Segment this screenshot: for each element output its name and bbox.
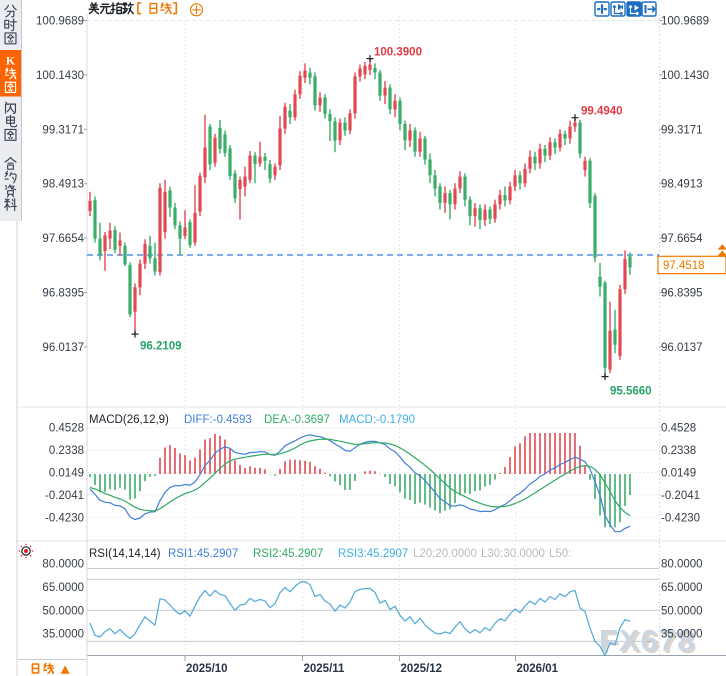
svg-text:0.2338: 0.2338 bbox=[49, 445, 84, 457]
svg-text:RSI1:45.2907: RSI1:45.2907 bbox=[168, 548, 238, 560]
svg-text:0.4528: 0.4528 bbox=[49, 423, 84, 435]
svg-text:MACD(26,12,9): MACD(26,12,9) bbox=[89, 414, 169, 426]
svg-text:99.3171: 99.3171 bbox=[661, 124, 703, 136]
svg-text:97.4518: 97.4518 bbox=[663, 260, 705, 272]
svg-text:96.2109: 96.2109 bbox=[140, 341, 182, 353]
svg-text:80.0000: 80.0000 bbox=[42, 559, 84, 571]
svg-text:95.5660: 95.5660 bbox=[610, 386, 652, 398]
svg-text:100.1430: 100.1430 bbox=[36, 70, 84, 82]
svg-text:50.0000: 50.0000 bbox=[42, 605, 84, 617]
svg-text:0.2338: 0.2338 bbox=[661, 445, 696, 457]
svg-text:L30:30.0000: L30:30.0000 bbox=[481, 548, 545, 560]
svg-text:96.8395: 96.8395 bbox=[42, 288, 84, 300]
svg-text:2025/12: 2025/12 bbox=[401, 663, 443, 675]
svg-text:100.1430: 100.1430 bbox=[661, 70, 709, 82]
svg-text:100.9689: 100.9689 bbox=[36, 16, 84, 28]
svg-text:50.0000: 50.0000 bbox=[661, 605, 703, 617]
svg-text:100.9689: 100.9689 bbox=[661, 16, 709, 28]
svg-text:FX678: FX678 bbox=[599, 623, 695, 658]
svg-text:L20:20.0000: L20:20.0000 bbox=[413, 548, 477, 560]
svg-text:-0.4230: -0.4230 bbox=[661, 512, 700, 524]
svg-text:35.0000: 35.0000 bbox=[42, 629, 84, 641]
svg-text:98.4913: 98.4913 bbox=[661, 179, 703, 191]
svg-text:RSI3:45.2907: RSI3:45.2907 bbox=[338, 548, 408, 560]
svg-text:RSI2:45.2907: RSI2:45.2907 bbox=[253, 548, 323, 560]
svg-text:100.3900: 100.3900 bbox=[374, 47, 422, 59]
svg-text:0.0149: 0.0149 bbox=[49, 468, 84, 480]
svg-text:-0.2041: -0.2041 bbox=[45, 490, 84, 502]
svg-text:98.4913: 98.4913 bbox=[42, 179, 84, 191]
svg-text:L50:: L50: bbox=[549, 548, 571, 560]
svg-text:96.8395: 96.8395 bbox=[661, 288, 703, 300]
svg-text:97.6654: 97.6654 bbox=[42, 233, 84, 245]
svg-text:96.0137: 96.0137 bbox=[42, 342, 84, 354]
svg-text:DEA:-0.3697: DEA:-0.3697 bbox=[264, 414, 330, 426]
svg-text:0.0149: 0.0149 bbox=[661, 468, 696, 480]
svg-text:80.0000: 80.0000 bbox=[661, 559, 703, 571]
svg-text:DIFF:-0.4593: DIFF:-0.4593 bbox=[184, 414, 252, 426]
svg-text:65.0000: 65.0000 bbox=[42, 582, 84, 594]
svg-text:2025/11: 2025/11 bbox=[304, 663, 346, 675]
svg-text:-0.2041: -0.2041 bbox=[661, 490, 700, 502]
svg-text:35.0000: 35.0000 bbox=[661, 629, 703, 641]
svg-text:2025/10: 2025/10 bbox=[186, 663, 228, 675]
svg-text:99.3171: 99.3171 bbox=[42, 124, 84, 136]
svg-text:-0.4230: -0.4230 bbox=[45, 512, 84, 524]
svg-text:65.0000: 65.0000 bbox=[661, 582, 703, 594]
svg-text:99.4940: 99.4940 bbox=[581, 106, 623, 118]
svg-text:FX678: FX678 bbox=[601, 625, 697, 660]
svg-text:2026/01: 2026/01 bbox=[517, 663, 559, 675]
svg-text:K: K bbox=[6, 54, 16, 68]
svg-text:MACD:-0.1790: MACD:-0.1790 bbox=[339, 414, 415, 426]
svg-text:97.6654: 97.6654 bbox=[661, 233, 703, 245]
svg-text:0.4528: 0.4528 bbox=[661, 423, 696, 435]
svg-text:RSI(14,14,14): RSI(14,14,14) bbox=[89, 548, 161, 560]
svg-text:96.0137: 96.0137 bbox=[661, 342, 703, 354]
